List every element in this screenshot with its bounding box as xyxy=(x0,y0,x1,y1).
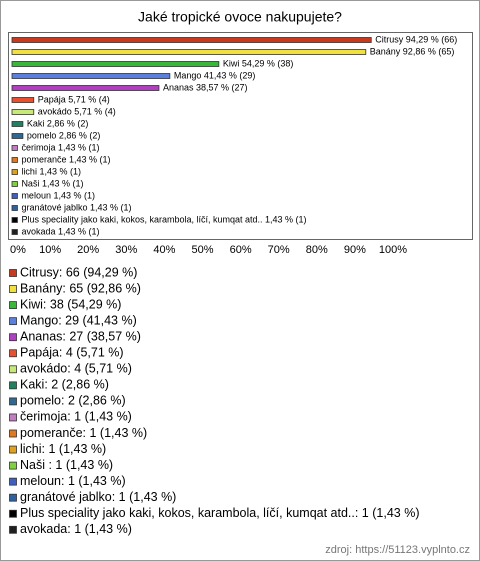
bar xyxy=(11,49,367,55)
legend-swatch xyxy=(9,269,17,277)
bar xyxy=(11,145,18,151)
value-label: Papája 5,71 % (4) xyxy=(38,94,110,104)
bar xyxy=(11,85,160,91)
legend-swatch xyxy=(9,381,17,390)
value-label: meloun 1,43 % (1) xyxy=(21,190,95,200)
value-label: Citrusy 94,29 % (66) xyxy=(375,34,457,44)
bar xyxy=(11,217,18,223)
legend-swatch xyxy=(9,429,17,438)
legend-label: avokada: 1 (1,43 %) xyxy=(20,522,132,536)
legend-swatch xyxy=(9,477,17,486)
bar xyxy=(11,121,24,127)
legend-label: Plus speciality jako kaki, kokos, karamb… xyxy=(20,506,419,520)
value-label: Ananas 38,57 % (27) xyxy=(163,82,248,92)
x-tick-label: 20% xyxy=(77,244,99,256)
legend-label: Naši : 1 (1,43 %) xyxy=(20,458,113,472)
legend-label: granátové jablko: 1 (1,43 %) xyxy=(20,490,176,504)
legend-label: lichi: 1 (1,43 %) xyxy=(20,442,106,456)
legend-swatch xyxy=(9,397,17,406)
legend-swatch xyxy=(9,413,17,422)
value-label: Kiwi 54,29 % (38) xyxy=(223,58,294,68)
value-label: pomeranče 1,43 % (1) xyxy=(21,154,110,164)
legend-label: Kaki: 2 (2,86 %) xyxy=(20,378,109,392)
value-label: Banány 92,86 % (65) xyxy=(370,46,455,56)
value-label: Naši 1,43 % (1) xyxy=(21,178,83,188)
x-tick-label: 90% xyxy=(344,244,366,256)
value-label: čerimoja 1,43 % (1) xyxy=(21,142,99,152)
value-label: pomelo 2,86 % (2) xyxy=(27,130,101,140)
bar xyxy=(11,133,24,139)
legend-label: pomelo: 2 (2,86 %) xyxy=(20,394,126,408)
bar xyxy=(11,37,372,43)
bar xyxy=(11,193,18,199)
bar xyxy=(11,229,18,235)
bar xyxy=(11,73,171,79)
legend-label: Papája: 4 (5,71 %) xyxy=(20,346,124,360)
legend-swatch xyxy=(9,317,17,326)
bar xyxy=(11,205,18,211)
chart-title: Jaké tropické ovoce nakupujete? xyxy=(138,9,342,25)
value-label: avokada 1,43 % (1) xyxy=(21,226,99,236)
x-tick-label: 30% xyxy=(115,244,137,256)
legend-swatch xyxy=(9,365,17,374)
legend-label: čerimoja: 1 (1,43 %) xyxy=(20,410,132,424)
x-tick-label: 70% xyxy=(268,244,290,256)
legend-swatch xyxy=(9,493,17,502)
value-label: Mango 41,43 % (29) xyxy=(174,70,256,80)
legend-swatch xyxy=(9,461,17,470)
legend-label: Kiwi: 38 (54,29 %) xyxy=(20,297,121,311)
x-tick-label: 10% xyxy=(39,244,61,256)
x-tick-label: 40% xyxy=(153,244,175,256)
x-tick-label: 50% xyxy=(191,244,213,256)
value-label: avokádo 5,71 % (4) xyxy=(38,106,116,116)
bar xyxy=(11,97,35,103)
value-label: granátové jablko 1,43 % (1) xyxy=(21,202,131,212)
legend-swatch xyxy=(9,285,17,293)
bar xyxy=(11,181,18,187)
plot-area xyxy=(8,32,473,240)
value-label: Kaki 2,86 % (2) xyxy=(27,118,89,128)
x-tick-label: 60% xyxy=(230,244,252,256)
legend-swatch xyxy=(9,525,17,534)
source: zdroj: https://51123.vyplnto.cz xyxy=(325,544,470,556)
x-tick-label: 0% xyxy=(10,244,26,256)
bar xyxy=(11,109,35,115)
legend-label: meloun: 1 (1,43 %) xyxy=(20,474,126,488)
legend-swatch xyxy=(9,333,17,342)
legend-label: Mango: 29 (41,43 %) xyxy=(20,313,137,327)
value-label: lichi 1,43 % (1) xyxy=(21,166,81,176)
bar xyxy=(11,61,220,67)
legend-label: pomeranče: 1 (1,43 %) xyxy=(20,426,147,440)
x-tick-label: 100% xyxy=(379,244,407,256)
legend-swatch xyxy=(9,509,17,518)
legend-swatch xyxy=(9,349,17,358)
legend-label: Banány: 65 (92,86 %) xyxy=(20,281,141,295)
legend-swatch xyxy=(9,445,17,454)
bar xyxy=(11,157,18,163)
legend-swatch xyxy=(9,301,17,310)
x-tick-label: 80% xyxy=(306,244,328,256)
value-label: Plus speciality jako kaki, kokos, karamb… xyxy=(21,214,306,224)
legend-label: Ananas: 27 (38,57 %) xyxy=(20,329,141,343)
legend-label: avokádo: 4 (5,71 %) xyxy=(20,362,132,376)
bar xyxy=(11,169,18,175)
legend-label: Citrusy: 66 (94,29 %) xyxy=(20,265,137,279)
